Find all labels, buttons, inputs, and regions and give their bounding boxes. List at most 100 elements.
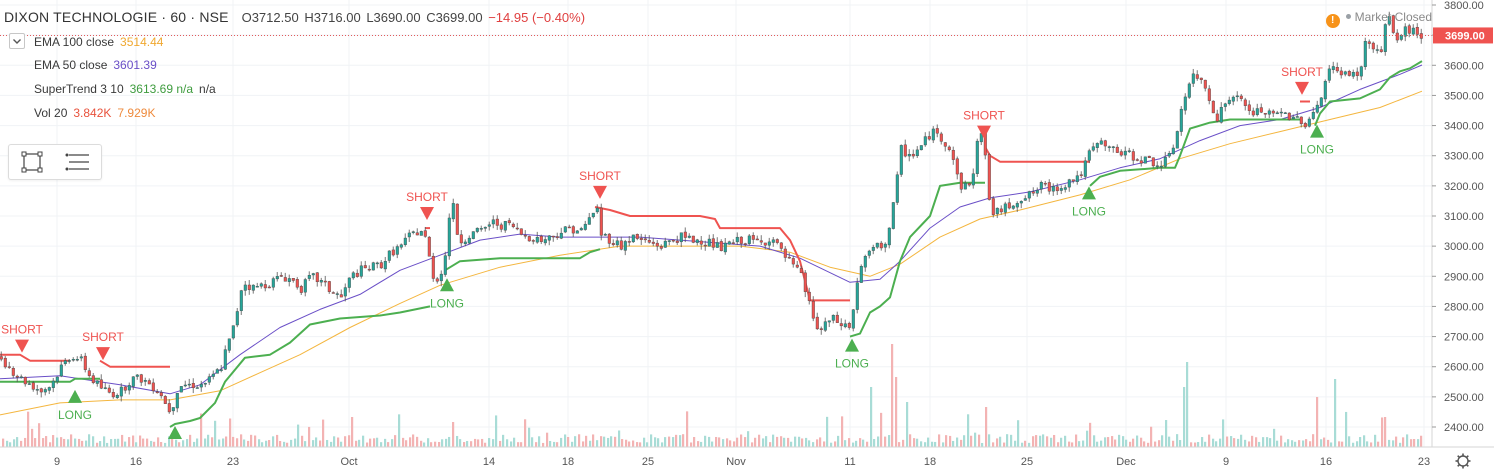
volume-bar xyxy=(1032,436,1035,447)
volume-bar xyxy=(866,441,869,447)
volume-bar xyxy=(852,442,855,447)
candle-body xyxy=(919,145,923,151)
candle-body xyxy=(439,273,443,282)
volume-bar xyxy=(70,434,73,447)
volume-bar xyxy=(567,437,570,447)
candle-body xyxy=(387,250,391,261)
collapse-legend-button[interactable] xyxy=(9,33,25,49)
volume-bar xyxy=(1150,426,1153,447)
candle-body xyxy=(7,366,11,368)
volume-bar xyxy=(884,436,887,447)
long-signal-label: LONG xyxy=(1300,143,1334,157)
time-tick-label: Dec xyxy=(1116,456,1136,468)
volume-bar xyxy=(20,440,23,447)
volume-bar xyxy=(175,439,178,447)
volume-bar xyxy=(848,438,851,447)
rectangle-tool-button[interactable] xyxy=(9,145,55,179)
candle-body xyxy=(399,244,403,248)
candle-body xyxy=(463,241,467,245)
indicator-label: EMA 50 close xyxy=(34,58,108,72)
candle-body xyxy=(847,323,851,328)
candle-body xyxy=(935,128,939,134)
indicator-volume[interactable]: Vol 20 3.842K 7.929K xyxy=(34,106,161,120)
candle-body xyxy=(811,300,815,319)
volume-bar xyxy=(186,439,189,447)
volume-bar xyxy=(1262,437,1265,447)
volume-bar xyxy=(1093,435,1096,447)
candle-body xyxy=(759,240,763,243)
candle-body xyxy=(959,172,963,190)
candle-body xyxy=(835,314,839,323)
candle-body xyxy=(1095,143,1099,148)
volume-bar xyxy=(63,438,66,447)
volume-bar xyxy=(60,437,63,447)
candle-body xyxy=(559,232,563,239)
candle-body xyxy=(699,240,703,245)
candle-body xyxy=(867,250,871,256)
volume-bar xyxy=(1291,440,1294,447)
candle-body xyxy=(599,207,603,236)
candle-body xyxy=(1091,146,1095,151)
volume-bar xyxy=(679,435,682,447)
price-tick-label: 3400.00 xyxy=(1444,121,1484,133)
candle-body xyxy=(75,359,79,361)
short-signal-marker xyxy=(1295,81,1309,95)
volume-bar xyxy=(898,442,901,447)
candle-body xyxy=(1223,103,1227,107)
indicator-supertrend[interactable]: SuperTrend 3 10 3613.69 n/a n/a xyxy=(34,82,222,96)
object-tree-button[interactable] xyxy=(55,145,101,179)
volume-bar xyxy=(362,435,365,447)
short-signal-marker xyxy=(593,185,607,199)
candle-body xyxy=(1195,74,1199,79)
volume-bar xyxy=(758,434,761,447)
candle-body xyxy=(623,241,627,251)
volume-bar xyxy=(524,419,527,447)
price-axis-bg[interactable] xyxy=(1432,0,1494,474)
volume-bar xyxy=(481,438,484,447)
settings-gear-icon[interactable] xyxy=(1455,453,1471,469)
candle-body xyxy=(827,320,831,323)
volume-bar xyxy=(628,441,631,447)
candle-body xyxy=(255,285,259,288)
volume-bar xyxy=(1258,441,1261,447)
candle-body xyxy=(1235,95,1239,98)
volume-bar xyxy=(150,440,153,447)
volume-bar xyxy=(762,438,765,447)
time-tick-label: 9 xyxy=(54,456,60,468)
gear-tooth xyxy=(1465,455,1469,459)
volume-bar xyxy=(686,411,689,447)
price-tick-label: 3500.00 xyxy=(1444,90,1484,102)
volume-bar xyxy=(826,416,829,447)
candle-body xyxy=(767,241,771,246)
volume-bar xyxy=(722,439,725,447)
candle-body xyxy=(371,262,375,271)
volume-bar xyxy=(2,438,5,447)
volume-bar xyxy=(513,437,516,447)
volume-bar xyxy=(902,439,905,447)
volume-bar xyxy=(1287,439,1290,447)
volume-bar xyxy=(441,439,444,447)
volume-bar xyxy=(938,434,941,447)
volume-bar xyxy=(531,437,534,447)
candle-body xyxy=(603,234,607,236)
candle-body xyxy=(883,243,887,248)
indicator-label: EMA 100 close xyxy=(34,35,115,49)
time-axis-bg[interactable] xyxy=(0,447,1494,474)
volume-bar xyxy=(222,438,225,447)
candle-body xyxy=(615,240,619,246)
volume-bar xyxy=(157,437,160,447)
volume-bar xyxy=(1096,441,1099,447)
candle-body xyxy=(923,136,927,146)
symbol-title[interactable]: DIXON TECHNOLOGIE · 60 · NSE xyxy=(4,9,229,25)
candle-body xyxy=(783,248,787,258)
supertrend-line xyxy=(594,206,850,302)
indicator-ema100[interactable]: EMA 100 close 3514.44 xyxy=(34,35,169,49)
indicator-ema50[interactable]: EMA 50 close 3601.39 xyxy=(34,58,163,72)
candle-body xyxy=(383,261,387,270)
candle-body xyxy=(179,386,183,393)
volume-bar xyxy=(751,442,754,447)
volume-bar xyxy=(1014,440,1017,447)
time-tick-label: Nov xyxy=(726,456,746,468)
candle-body xyxy=(351,272,355,279)
